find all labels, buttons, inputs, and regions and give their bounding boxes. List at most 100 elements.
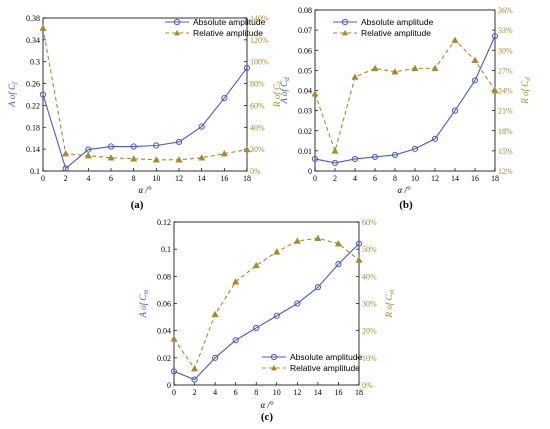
- x-tick-label: 6: [109, 174, 113, 183]
- x-axis-label: α /°: [260, 400, 273, 410]
- legend-label: Absolute amplitude: [290, 352, 363, 362]
- y-left-tick-label: 0.06: [298, 46, 312, 55]
- y-right-tick-label: 50%: [362, 245, 377, 254]
- x-tick-label: 0: [313, 174, 317, 183]
- chart-panel-3: 0 2 4 6 8 10 12 14 16 18 0 0.02 0.04 0.06 0.08 0.1 0.12 0…: [138, 218, 396, 423]
- absolute-amplitude-point: [153, 142, 160, 149]
- y-right-axis-label: R of Cd: [520, 77, 532, 105]
- absolute-amplitude-point: [243, 64, 251, 72]
- y-right-tick-label: 0%: [362, 381, 373, 390]
- absolute-amplitude-point: [294, 300, 301, 307]
- absolute-amplitude-point: [355, 240, 363, 247]
- y-right-tick-label: 15%: [498, 147, 513, 156]
- legend-label: Relative amplitude: [361, 28, 431, 38]
- relative-amplitude-point: [334, 240, 342, 247]
- y-left-tick-label: 0.06: [157, 300, 171, 309]
- relative-amplitude-point: [252, 261, 260, 269]
- y-right-tick-label: 18%: [498, 127, 513, 136]
- absolute-amplitude-point: [212, 354, 219, 361]
- y-right-tick-label: 20%: [362, 327, 377, 336]
- absolute-amplitude-point: [273, 312, 280, 319]
- x-tick-label: 12: [293, 388, 301, 397]
- x-tick-label: 8: [393, 174, 397, 183]
- x-tick-label: 14: [451, 174, 459, 183]
- relative-amplitude-point: [293, 237, 301, 244]
- y-left-tick-label: 0.18: [26, 123, 40, 132]
- y-right-tick-label: 80%: [250, 80, 265, 89]
- absolute-amplitude-point: [221, 94, 228, 102]
- absolute-amplitude-line: [173, 243, 360, 381]
- y-left-tick-label: 0.07: [298, 26, 312, 35]
- relative-amplitude-point: [191, 365, 199, 372]
- absolute-amplitude-point: [191, 376, 198, 383]
- relative-amplitude-point: [451, 36, 459, 43]
- x-tick-label: 14: [314, 388, 322, 397]
- panel-label: (a): [131, 199, 144, 211]
- y-right-tick-label: 40%: [362, 272, 377, 281]
- y-left-axis-label: A of Cl: [7, 82, 19, 108]
- y-left-tick-label: 0.14: [26, 145, 40, 154]
- relative-amplitude-point: [198, 154, 206, 161]
- relative-amplitude-point: [351, 73, 359, 80]
- x-tick-label: 18: [355, 388, 363, 397]
- relative-amplitude-point: [107, 154, 115, 161]
- absolute-amplitude-point: [335, 261, 342, 268]
- relative-amplitude-point: [371, 64, 379, 72]
- absolute-amplitude-point: [431, 135, 439, 142]
- x-tick-label: 16: [471, 174, 479, 183]
- legend-label: Relative amplitude: [290, 363, 360, 373]
- relative-amplitude-point: [130, 155, 138, 162]
- absolute-amplitude-point: [232, 337, 239, 344]
- absolute-amplitude-point: [198, 123, 205, 130]
- y-left-tick-label: 0.1: [161, 245, 171, 254]
- y-left-axis-label: A of Cd: [279, 77, 291, 105]
- y-right-tick-label: 60%: [250, 101, 265, 110]
- panel-label: (b): [399, 199, 413, 211]
- y-left-axis-label: A of Cm: [138, 290, 150, 319]
- y-right-tick-label: 12%: [498, 167, 513, 176]
- absolute-amplitude-line: [42, 67, 248, 170]
- relative-amplitude-point: [243, 145, 251, 153]
- absolute-amplitude-point: [451, 107, 459, 114]
- relative-amplitude-point: [411, 64, 419, 72]
- y-left-tick-label: 0.02: [298, 127, 312, 136]
- x-tick-label: 18: [243, 174, 251, 183]
- relative-amplitude-point: [39, 24, 47, 31]
- y-right-tick-label: 120%: [250, 36, 269, 45]
- y-left-tick-label: 0: [167, 381, 171, 390]
- relative-amplitude-point: [170, 335, 178, 342]
- absolute-amplitude-point: [175, 138, 183, 146]
- absolute-amplitude-line: [314, 35, 496, 164]
- y-left-tick-label: 0.22: [26, 101, 40, 110]
- y-right-axis-label: R of Cm: [384, 289, 396, 318]
- y-left-tick-label: 0.01: [298, 147, 312, 156]
- y-right-tick-label: 27%: [498, 66, 513, 75]
- y-left-tick-label: 0.1: [30, 167, 40, 176]
- y-left-tick-label: 0.03: [298, 107, 312, 116]
- legend-marker: [271, 365, 277, 371]
- x-tick-label: 6: [234, 388, 238, 397]
- absolute-amplitude-point: [170, 368, 178, 375]
- x-axis-label: α /°: [138, 185, 151, 195]
- y-left-tick-label: 0.08: [157, 272, 171, 281]
- legend-marker: [174, 30, 180, 36]
- legend-marker: [341, 18, 349, 26]
- relative-amplitude-point: [471, 56, 479, 64]
- y-right-tick-label: 40%: [250, 123, 265, 132]
- relative-amplitude-point: [211, 310, 219, 318]
- x-tick-label: 4: [353, 174, 357, 183]
- y-right-tick-label: 10%: [362, 354, 377, 363]
- relative-amplitude-line: [314, 39, 496, 153]
- x-tick-label: 12: [175, 174, 183, 183]
- absolute-amplitude-point: [311, 155, 319, 163]
- relative-amplitude-point: [391, 68, 399, 75]
- y-right-tick-label: 30%: [498, 46, 513, 55]
- x-tick-label: 2: [64, 174, 68, 183]
- relative-amplitude-point: [84, 152, 92, 159]
- relative-amplitude-point: [273, 248, 281, 255]
- absolute-amplitude-point: [351, 155, 359, 163]
- y-left-tick-label: 0.26: [26, 80, 40, 89]
- x-tick-label: 12: [431, 174, 439, 183]
- legend-label: Absolute amplitude: [193, 17, 266, 27]
